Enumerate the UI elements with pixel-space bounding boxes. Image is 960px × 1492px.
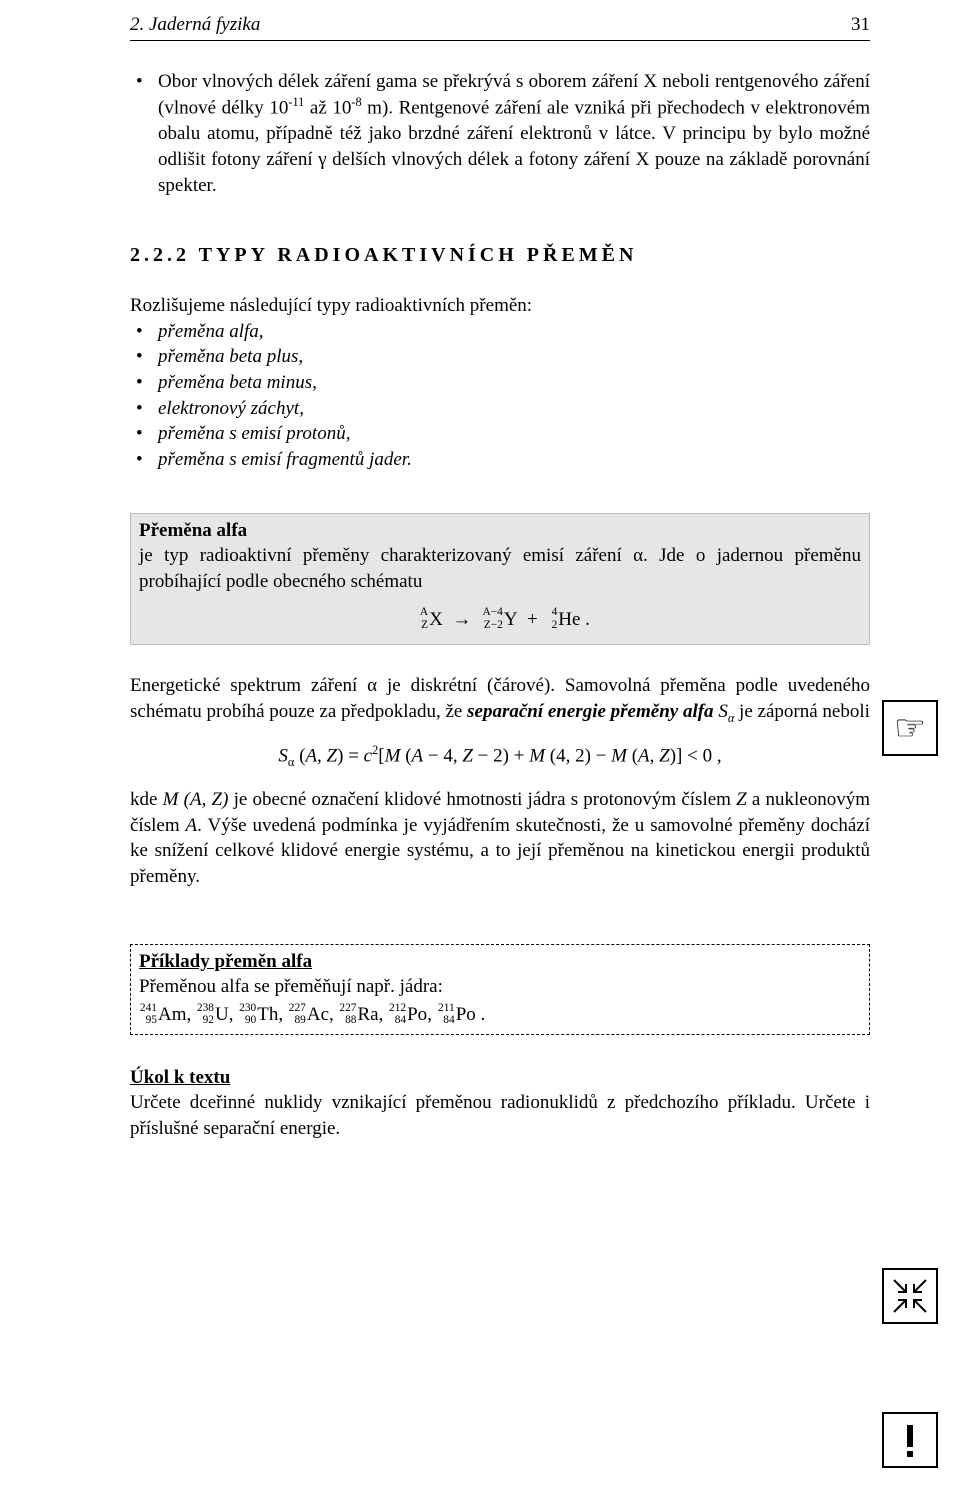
text: . Výše uvedená podmínka je vyjádřením sk… xyxy=(130,815,870,887)
alpha-definition-box: Přeměna alfa je typ radioaktivní přeměny… xyxy=(130,513,870,646)
nuclide: 22788Ra xyxy=(357,1002,379,1028)
examples-title: Příklady přeměn alfa xyxy=(139,949,861,975)
exponent: -11 xyxy=(288,95,304,109)
alpha-box-text: je typ radioaktivní přeměny charakterizo… xyxy=(139,543,861,594)
margin-note-arrows-icon xyxy=(882,1268,938,1324)
task-text: Určete dceřinné nuklidy vznikající přemě… xyxy=(130,1090,870,1141)
section-heading: 2.2.2 TYPY RADIOAKTIVNÍCH PŘEMĚN xyxy=(130,242,870,269)
nuclide: 21284Po xyxy=(406,1002,427,1028)
margin-note-hand-icon: ☞ xyxy=(882,700,938,756)
intro-bullet: Obor vlnových délek záření gama se překr… xyxy=(134,69,870,199)
margin-note-exclamation-icon xyxy=(882,1412,938,1468)
type-item: přeměna s emisí protonů, xyxy=(134,421,870,447)
nuclide: 24195Am xyxy=(157,1002,187,1028)
nuclide: 21184Po xyxy=(455,1002,476,1028)
symbol: Z xyxy=(736,789,747,810)
nuclide: 22789Ac xyxy=(306,1002,329,1028)
examples-lead: Přeměnou alfa se přeměňují např. jádra: xyxy=(139,974,861,1000)
intro-bullet-list: Obor vlnových délek záření gama se překr… xyxy=(130,69,870,199)
types-list: přeměna alfa,přeměna beta plus,přeměna b… xyxy=(130,319,870,473)
text: až 10 xyxy=(304,98,351,119)
separation-energy-equation: Sα (A, Z) = c2[M (A − 4, Z − 2) + M (4, … xyxy=(130,742,870,771)
chapter-title: 2. Jaderná fyzika xyxy=(130,12,260,38)
alpha-box-title: Přeměna alfa xyxy=(139,518,861,544)
type-item: elektronový záchyt, xyxy=(134,396,870,422)
symbol: S xyxy=(714,701,728,722)
type-item: přeměna beta plus, xyxy=(134,344,870,370)
energy-spectrum-paragraph: Energetické spektrum záření α je diskrét… xyxy=(130,673,870,726)
type-item: přeměna s emisí fragmentů jader. xyxy=(134,447,870,473)
exponent: -8 xyxy=(351,95,361,109)
page-number: 31 xyxy=(851,12,870,38)
nuclide: 23090Th xyxy=(256,1002,278,1028)
nuclide: 23892U xyxy=(214,1002,229,1028)
type-item: přeměna alfa, xyxy=(134,319,870,345)
symbol: A xyxy=(186,815,198,836)
text: je obecné označení klidové hmotnosti jád… xyxy=(228,789,736,810)
text: kde xyxy=(130,789,163,810)
task-title: Úkol k textu xyxy=(130,1065,870,1091)
page-header: 2. Jaderná fyzika 31 xyxy=(130,12,870,41)
text: je záporná neboli xyxy=(734,701,870,722)
type-item: přeměna beta minus, xyxy=(134,370,870,396)
term: separační energie přeměny alfa xyxy=(467,701,713,722)
alpha-examples-box: Příklady přeměn alfa Přeměnou alfa se př… xyxy=(130,944,870,1035)
alpha-decay-equation: AZX → A−4Z−2Y + 42He . xyxy=(139,607,861,633)
symbol: M (A, Z) xyxy=(163,789,229,810)
types-lead: Rozlišujeme následující typy radioaktivn… xyxy=(130,293,870,319)
nuclide-list: 24195Am, 23892U, 23090Th, 22789Ac, 22788… xyxy=(139,1002,861,1028)
mass-explanation-paragraph: kde M (A, Z) je obecné označení klidové … xyxy=(130,787,870,890)
